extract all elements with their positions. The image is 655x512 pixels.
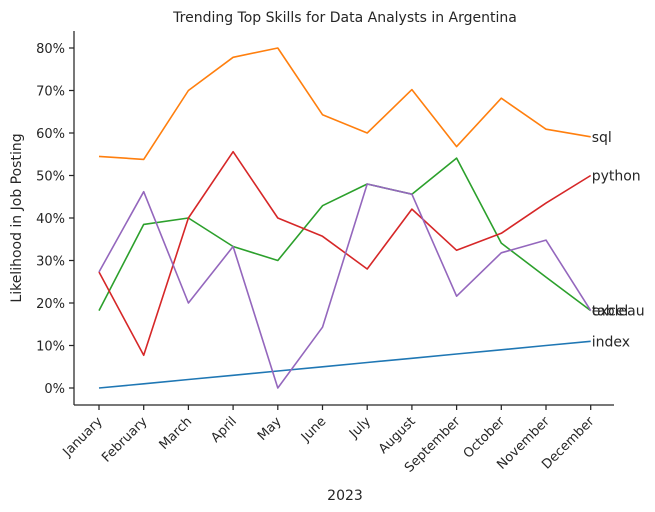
y-tick-label: 10% bbox=[36, 340, 65, 355]
series-line-excel bbox=[98, 157, 592, 312]
y-tick-label: 0% bbox=[44, 382, 65, 397]
chart-title: Trending Top Skills for Data Analysts in… bbox=[172, 10, 517, 26]
series-line-python bbox=[98, 150, 592, 357]
series-line-index bbox=[98, 340, 591, 389]
y-axis-title: Likelihood in Job Posting bbox=[9, 133, 25, 302]
x-tick-label: April bbox=[208, 414, 240, 446]
x-tick-label: August bbox=[376, 414, 419, 457]
series-label-sql: sql bbox=[592, 130, 612, 146]
y-axis: 0% 10% 20% 30% 40% 50% 60% 70% 80% bbox=[36, 31, 75, 405]
plot-area: index sql excel python tableau bbox=[98, 47, 645, 389]
series-label-index: index bbox=[592, 334, 630, 350]
x-tick-label: January bbox=[60, 414, 106, 460]
series-label-tableau: tableau bbox=[592, 304, 645, 320]
x-tick-label: May bbox=[255, 414, 285, 444]
y-tick-label: 70% bbox=[36, 85, 65, 100]
x-axis-title: 2023 bbox=[327, 488, 363, 504]
y-tick-label: 80% bbox=[36, 42, 65, 57]
x-tick-label: March bbox=[157, 414, 196, 453]
y-tick-label: 20% bbox=[36, 297, 65, 312]
series-line-sql bbox=[98, 47, 591, 161]
y-tick-label: 40% bbox=[36, 212, 65, 227]
x-tick-label: February bbox=[99, 414, 151, 466]
series-line-tableau bbox=[98, 183, 592, 389]
x-tick-label: June bbox=[298, 414, 329, 445]
series-label-python: python bbox=[592, 169, 641, 185]
y-tick-label: 30% bbox=[36, 255, 65, 270]
y-tick-label: 50% bbox=[36, 170, 65, 185]
series-label-excel: excel bbox=[592, 304, 629, 320]
x-tick-label: July bbox=[346, 414, 374, 442]
y-tick-label: 60% bbox=[36, 127, 65, 142]
